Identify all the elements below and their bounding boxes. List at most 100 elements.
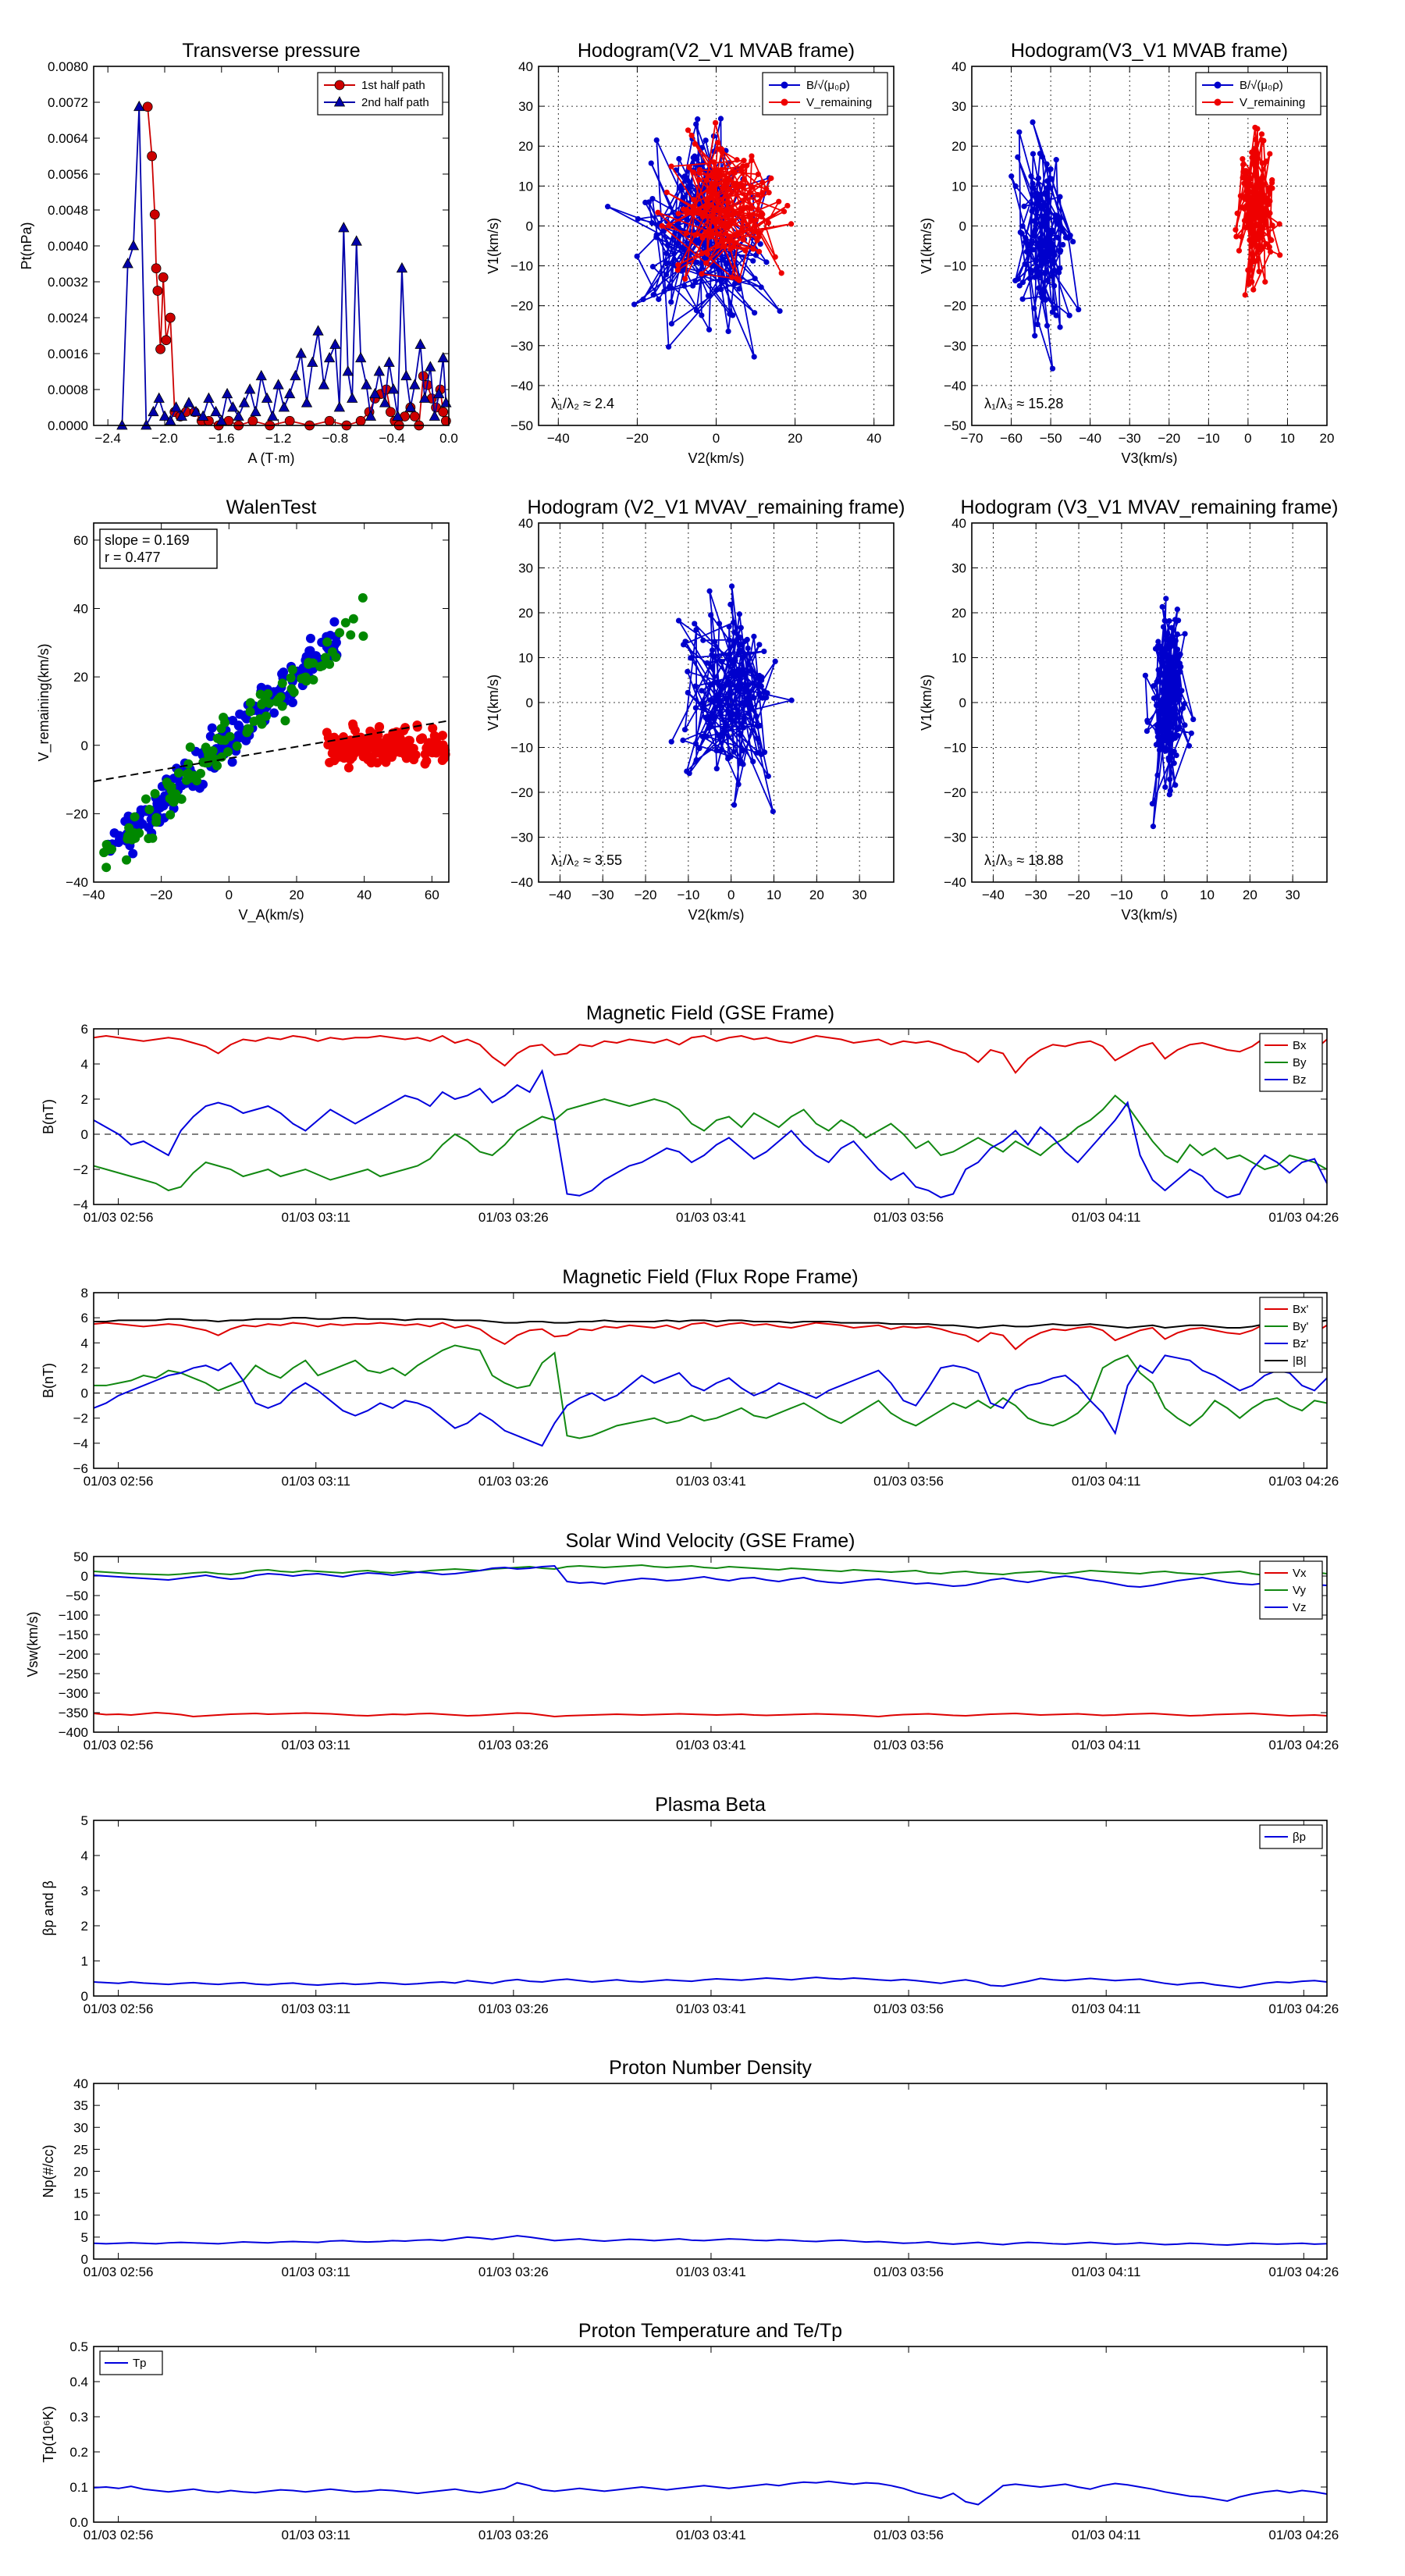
hodogram-point <box>653 137 660 144</box>
hodogram-point <box>727 694 733 700</box>
y-tick-label: 30 <box>951 99 966 114</box>
time-tick-label: 01/03 03:41 <box>676 2265 746 2279</box>
hodogram-point <box>1144 719 1151 725</box>
x-tick-label: 0 <box>1244 431 1251 446</box>
hodogram-point <box>1054 234 1061 240</box>
hodogram-point <box>666 284 672 291</box>
hodogram-point <box>734 157 740 163</box>
time-tick-label: 01/03 02:56 <box>84 1738 154 1752</box>
legend: βp <box>1259 1824 1323 1849</box>
hodogram-point <box>720 184 727 191</box>
hodogram-point <box>728 717 735 724</box>
hodogram-point <box>694 259 700 265</box>
data-point-triangle <box>307 356 318 367</box>
fit-annotation-box <box>99 528 218 569</box>
fit-annotation-text: r = 0.477 <box>105 550 161 565</box>
plot-frame <box>93 1820 1328 1997</box>
hodogram-point <box>1253 237 1259 243</box>
hodogram-point <box>668 299 674 305</box>
fit-line <box>93 720 450 783</box>
hodogram-point <box>685 668 691 674</box>
data-point-triangle <box>433 387 445 399</box>
hodogram-point <box>702 229 709 236</box>
y-tick-label: 10 <box>518 179 533 194</box>
hodogram-point <box>655 209 661 215</box>
y-tick-label: 30 <box>951 561 966 576</box>
hodogram-point <box>1179 688 1185 694</box>
data-point-triangle <box>312 325 324 336</box>
hodogram-point <box>727 703 733 709</box>
hodogram-point <box>665 241 671 248</box>
walen-point-1 <box>255 689 265 699</box>
hodogram-point <box>758 751 764 758</box>
timeseries-line-3 <box>94 1317 1328 1329</box>
time-tick-label: 01/03 03:11 <box>281 1210 350 1225</box>
y-tick-label: −40 <box>66 875 88 890</box>
hodogram-point <box>720 730 727 736</box>
hodogram-point <box>1168 723 1174 729</box>
hodogram-point <box>1252 148 1259 154</box>
hodogram-point <box>1016 283 1023 289</box>
hodogram-point <box>1250 256 1256 262</box>
data-point-circle <box>385 407 396 418</box>
walen-point-2 <box>345 755 355 765</box>
data-point-triangle <box>414 338 426 349</box>
y-tick-label: 0 <box>959 219 966 233</box>
hodogram-point <box>1150 824 1157 830</box>
hodogram-point <box>736 647 742 653</box>
hodogram-point <box>712 205 718 212</box>
hodogram-point <box>1062 234 1069 240</box>
time-tick-label: 01/03 04:26 <box>1268 1474 1339 1489</box>
hodogram-point <box>704 197 710 204</box>
data-point-triangle <box>418 392 431 403</box>
chart-wt: −40 −20 0 20 40 60 −40 −20 0 20 40 60 WalenTest V_A(k… <box>36 496 450 923</box>
data-point-triangle <box>347 392 358 403</box>
hodogram-point <box>1154 722 1160 729</box>
hodogram-point <box>1162 745 1169 752</box>
hodogram-point <box>1253 181 1260 187</box>
hodogram-point <box>1012 183 1019 190</box>
hodogram-point <box>736 211 742 217</box>
data-point-triangle <box>323 351 336 363</box>
y-tick-label: 30 <box>518 561 533 576</box>
walen-point-1 <box>245 698 255 708</box>
chart-title: WalenTest <box>226 496 317 518</box>
x-tick-label: −10 <box>1197 431 1220 446</box>
time-tick-label: 01/03 03:11 <box>281 2265 350 2279</box>
x-tick-label: −1.6 <box>208 431 235 446</box>
legend-marker <box>1214 81 1222 89</box>
hodogram-point <box>1234 210 1240 216</box>
data-point-triangle <box>333 401 346 412</box>
walen-point-2 <box>329 756 340 766</box>
legend: Tp <box>99 2350 163 2375</box>
data-point-circle <box>155 343 165 354</box>
hodogram-point <box>751 695 757 701</box>
time-tick-label: 01/03 04:11 <box>1072 1474 1141 1489</box>
hodogram-point <box>1174 631 1180 638</box>
walen-point-1 <box>242 728 252 738</box>
hodogram-point <box>1158 648 1165 655</box>
hodogram-point <box>1031 218 1037 224</box>
time-tick-label: 01/03 04:26 <box>1268 1210 1339 1225</box>
legend-marker <box>781 98 788 106</box>
walen-point-2 <box>343 763 354 773</box>
hodogram-point <box>731 240 738 246</box>
hodogram-point <box>724 207 730 213</box>
hodogram-point <box>1050 249 1056 255</box>
hodogram-point <box>631 301 638 308</box>
hodogram-point <box>1008 173 1015 180</box>
walen-point-1 <box>325 659 335 669</box>
hodogram-point <box>1258 215 1264 221</box>
hodogram-point <box>699 733 706 740</box>
x-tick-label: −10 <box>677 888 699 902</box>
hodogram-point <box>731 802 738 808</box>
hodogram-point <box>741 724 747 731</box>
hodogram-point <box>728 583 735 589</box>
plot-frame <box>93 1556 1328 1733</box>
hodogram-point <box>714 680 720 686</box>
time-tick-label: 01/03 04:11 <box>1072 2265 1141 2279</box>
hodogram-point <box>1257 247 1264 253</box>
y-tick-label: 30 <box>73 2120 88 2135</box>
hodogram-point <box>731 218 737 224</box>
hodogram-point <box>1176 716 1183 722</box>
